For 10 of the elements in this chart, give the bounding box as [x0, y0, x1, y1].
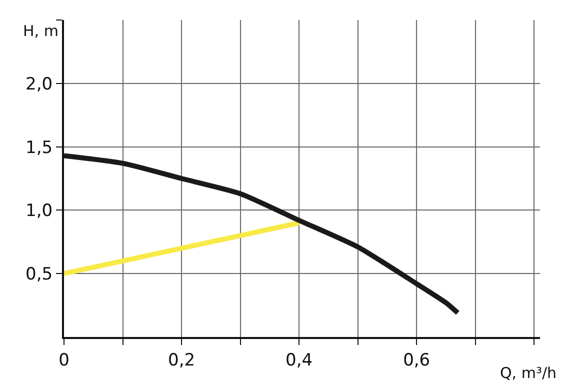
x-tick-label: 0,6: [403, 350, 430, 370]
y-tick-label: 1,0: [26, 201, 53, 222]
x-tick-label: 0,2: [168, 350, 196, 370]
x-tick-label: 0,4: [286, 350, 313, 370]
y-tick-label: 2,0: [26, 74, 53, 94]
x-tick-label: 0: [58, 350, 70, 370]
y-tick-label: 1,5: [26, 138, 53, 158]
x-axis-title: Q, m³/h: [500, 364, 557, 382]
y-axis-title: H, m: [23, 22, 58, 40]
y-tick-label: 0,5: [26, 264, 53, 285]
